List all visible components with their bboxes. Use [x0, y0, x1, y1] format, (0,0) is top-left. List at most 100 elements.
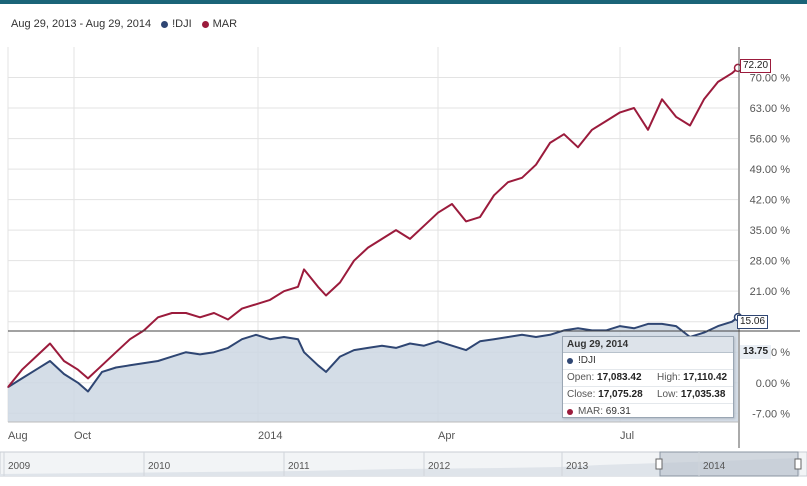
- tooltip-open-value: 17,083.42: [597, 372, 642, 383]
- data-point-dji: [493, 338, 495, 340]
- data-point-mar: [619, 111, 621, 113]
- tooltip-open-label: Open:: [567, 372, 595, 383]
- tooltip-low-value: 17,035.38: [680, 389, 726, 400]
- data-point-mar: [647, 129, 649, 131]
- data-point-mar: [77, 369, 79, 371]
- tooltip-mar-label: MAR:: [578, 406, 603, 417]
- navigator-left-handle: [655, 458, 663, 470]
- data-point-mar: [563, 133, 565, 135]
- tooltip-open-high-row: Open: 17,083.42 High: 17,110.42: [563, 370, 733, 387]
- data-point-mar: [353, 260, 355, 262]
- tooltip-dji-dot: [567, 358, 573, 364]
- navigator-selection: [659, 451, 799, 477]
- data-point-mar: [115, 351, 117, 353]
- x-tick-label: 2014: [258, 430, 282, 442]
- data-point-dji: [303, 351, 305, 353]
- data-point-mar: [283, 290, 285, 292]
- data-point-mar: [317, 286, 319, 288]
- x-tick-label: Apr: [438, 430, 455, 442]
- legend-entry-dji[interactable]: !DJI: [161, 18, 192, 30]
- data-point-mar: [21, 369, 23, 371]
- data-point-dji: [479, 340, 481, 342]
- data-point-mar: [535, 164, 537, 166]
- y-tick-label: 56.00 %: [750, 134, 791, 146]
- chart-header: Aug 29, 2013 - Aug 29, 2014 !DJI MAR: [11, 17, 247, 31]
- data-point-dji: [101, 371, 103, 373]
- y-tick-label: 0.00 %: [756, 378, 790, 390]
- data-point-dji: [507, 336, 509, 338]
- data-point-mar: [269, 299, 271, 301]
- tooltip-mar-dot: [567, 409, 573, 415]
- legend-dot-dji: [161, 20, 169, 28]
- data-point-mar: [675, 116, 677, 118]
- x-tick-label: Jul: [620, 430, 634, 442]
- data-point-dji: [395, 347, 397, 349]
- data-point-dji: [381, 345, 383, 347]
- y-axis-labels: -7.00 %0.00 %7.00 %21.00 %28.00 %35.00 %…: [750, 73, 791, 421]
- data-point-dji: [339, 356, 341, 358]
- data-point-mar: [465, 220, 467, 222]
- data-point-dji: [21, 377, 23, 379]
- x-axis-labels: Aug Oct 2014 Apr Jul: [8, 421, 738, 442]
- data-point-dji: [171, 356, 173, 358]
- y-tick-label: 28.00 %: [750, 256, 791, 268]
- data-point-dji: [49, 360, 51, 362]
- tooltip-close-label: Close:: [567, 389, 596, 400]
- data-point-mar: [63, 360, 65, 362]
- data-point-mar: [703, 98, 705, 100]
- data-tooltip: Aug 29, 2014 !DJI Open: 17,083.42 High: …: [562, 336, 734, 418]
- data-point-dji: [675, 325, 677, 327]
- data-point-dji: [297, 338, 299, 340]
- data-point-dji: [437, 340, 439, 342]
- data-point-dji: [317, 364, 319, 366]
- data-point-dji: [77, 382, 79, 384]
- y-tick-label: 63.00 %: [750, 103, 791, 115]
- tooltip-high-value: 17,110.42: [683, 372, 728, 383]
- data-point-mar: [451, 203, 453, 205]
- legend-label-mar: MAR: [212, 18, 238, 30]
- data-point-dji: [661, 323, 663, 325]
- data-point-dji: [35, 369, 37, 371]
- data-point-dji: [619, 325, 621, 327]
- legend-label-dji: !DJI: [172, 18, 192, 30]
- legend-dot-mar: [201, 20, 209, 28]
- data-point-mar: [689, 124, 691, 127]
- data-point-dji: [199, 353, 201, 355]
- navigator-year-label: 2009: [8, 461, 31, 472]
- tooltip-mar-row: MAR: 69.31: [563, 404, 733, 420]
- navigator-history-shape: [0, 458, 800, 476]
- data-point-mar: [303, 268, 305, 270]
- series-areas: [8, 317, 738, 422]
- data-point-mar: [437, 212, 439, 214]
- data-point-mar: [521, 177, 523, 179]
- range-navigator[interactable]: 2009 2010 2011 2012 2013 2014: [0, 451, 807, 477]
- legend-entry-mar[interactable]: MAR: [201, 18, 238, 30]
- data-point-dji: [717, 325, 719, 327]
- data-point-dji: [283, 336, 285, 338]
- data-point-dji: [241, 338, 243, 340]
- data-point-dji: [451, 345, 453, 347]
- data-point-mar: [35, 356, 37, 358]
- y-tick-label: 21.00 %: [750, 286, 791, 298]
- data-point-mar: [423, 225, 425, 227]
- data-point-mar: [479, 216, 481, 218]
- top-accent-rule: [0, 0, 807, 4]
- tooltip-high-label: High:: [657, 372, 681, 383]
- data-point-mar: [605, 120, 607, 122]
- date-range: Aug 29, 2013 - Aug 29, 2014: [11, 18, 152, 30]
- y-tick-label: 35.00 %: [750, 225, 791, 237]
- data-point-mar: [409, 238, 411, 240]
- data-point-mar: [49, 342, 51, 345]
- navigator-year-label: 2011: [288, 461, 310, 472]
- data-point-mar: [381, 238, 383, 240]
- dji-last-value-flag: 15.06: [737, 315, 769, 329]
- data-point-mar: [129, 338, 131, 340]
- data-point-mar: [157, 316, 159, 318]
- data-point-dji: [269, 338, 271, 340]
- y-tick-label: 49.00 %: [750, 164, 791, 176]
- data-point-mar: [577, 146, 579, 148]
- tooltip-close-value: 17,075.28: [598, 389, 643, 400]
- series-area-dji: [8, 317, 738, 422]
- data-point-dji: [703, 332, 705, 334]
- data-point-mar: [255, 303, 257, 305]
